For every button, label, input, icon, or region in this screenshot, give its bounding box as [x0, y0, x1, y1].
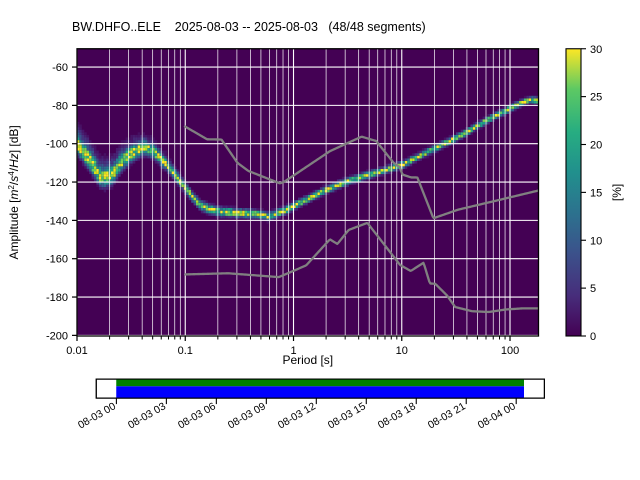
- svg-text:-160: -160: [46, 254, 68, 266]
- svg-text:0: 0: [590, 331, 596, 343]
- svg-text:BW.DHFO..ELE 2025-08-03 --: BW.DHFO..ELE 2025-08-03 -- 2025-08-03 (4…: [72, 20, 426, 34]
- svg-text:25: 25: [590, 92, 602, 104]
- svg-text:5: 5: [590, 283, 596, 295]
- svg-text:10: 10: [590, 235, 602, 247]
- svg-text:100: 100: [501, 345, 519, 357]
- svg-text:-200: -200: [46, 330, 68, 342]
- svg-text:-140: -140: [46, 215, 68, 227]
- svg-text:30: 30: [590, 44, 602, 56]
- svg-text:[%]: [%]: [610, 184, 624, 201]
- svg-text:-120: -120: [46, 177, 68, 189]
- svg-text:-80: -80: [52, 100, 68, 112]
- svg-text:-60: -60: [52, 62, 68, 74]
- svg-text:10: 10: [396, 345, 408, 357]
- svg-text:20: 20: [590, 140, 602, 152]
- svg-text:0.1: 0.1: [178, 345, 193, 357]
- svg-text:-100: -100: [46, 139, 68, 151]
- svg-text:-180: -180: [46, 292, 68, 304]
- svg-text:Amplitude [m2/s4/Hz] [dB]: Amplitude [m2/s4/Hz] [dB]: [7, 125, 22, 259]
- svg-text:15: 15: [590, 187, 602, 199]
- svg-text:0.01: 0.01: [66, 345, 87, 357]
- svg-text:Period [s]: Period [s]: [282, 353, 333, 367]
